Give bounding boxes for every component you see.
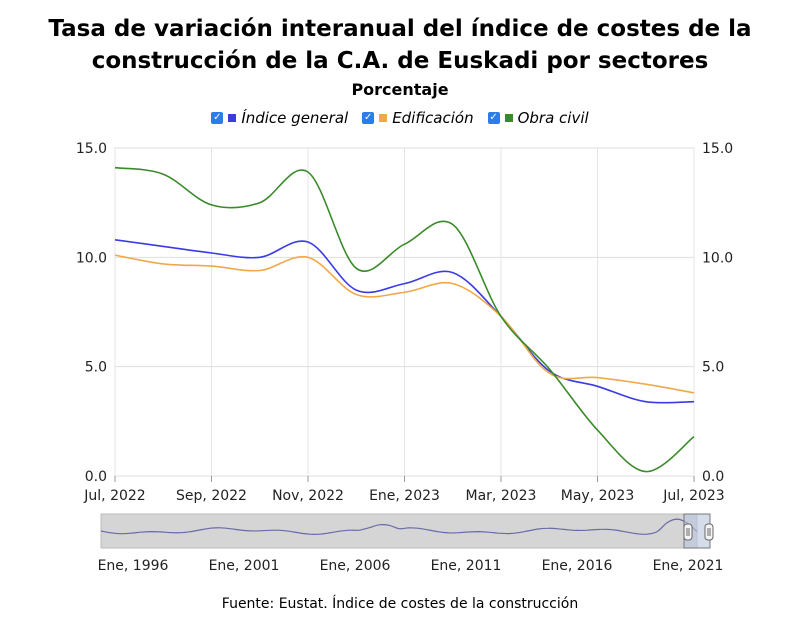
x-tick-label: Mar, 2023 xyxy=(466,488,537,504)
navigator-series-line xyxy=(100,518,698,535)
navigator-track xyxy=(100,513,698,549)
legend-label: Edificación xyxy=(392,109,474,127)
x-tick-label: Jul, 2023 xyxy=(662,488,724,504)
series-line-indice-general xyxy=(114,239,695,404)
navigator-right-handle[interactable] xyxy=(704,523,714,541)
y-tick-label-right: 5.0 xyxy=(702,360,724,376)
series-swatch-icon xyxy=(504,114,513,122)
navigator-tick-label: Ene, 1996 xyxy=(98,558,169,574)
navigator-tick-label: Ene, 2016 xyxy=(542,558,613,574)
legend: ✓ Índice general ✓ Edificación ✓ Obra ci… xyxy=(0,109,800,127)
x-tick-label: Sep, 2022 xyxy=(176,488,247,504)
legend-item-edificacion[interactable]: ✓ Edificación xyxy=(362,109,474,127)
y-tick-label-right: 10.0 xyxy=(702,250,733,266)
chart-title-line-2: construcción de la C.A. de Euskadi por s… xyxy=(91,48,709,74)
legend-item-obra-civil[interactable]: ✓ Obra civil xyxy=(487,109,589,127)
series-line-obra-civil xyxy=(114,166,695,473)
x-tick-label: May, 2023 xyxy=(561,488,634,504)
y-tick-label-left: 0.0 xyxy=(85,469,107,485)
navigator-left-handle[interactable] xyxy=(683,523,693,541)
chart-title-line-1: Tasa de variación interanual del índice … xyxy=(48,16,752,42)
chart-subtitle: Porcentaje xyxy=(351,80,449,99)
x-tick-label: Jul, 2022 xyxy=(83,488,145,504)
navigator-tick-label: Ene, 2001 xyxy=(209,558,280,574)
x-tick-label: Ene, 2023 xyxy=(369,488,440,504)
navigator-tick-label: Ene, 2021 xyxy=(653,558,724,574)
y-tick-label-left: 5.0 xyxy=(85,360,107,376)
checkbox-checked-icon[interactable]: ✓ xyxy=(211,112,224,124)
legend-label: Obra civil xyxy=(517,109,589,127)
series-swatch-icon xyxy=(379,114,388,122)
legend-label: Índice general xyxy=(241,109,349,127)
checkbox-checked-icon[interactable]: ✓ xyxy=(362,112,375,124)
y-tick-label-right: 0.0 xyxy=(702,469,724,485)
y-tick-label-left: 10.0 xyxy=(76,250,107,266)
navigator-tick-label: Ene, 2011 xyxy=(431,558,502,574)
source-note: Fuente: Eustat. Índice de costes de la c… xyxy=(221,596,579,612)
y-tick-label-left: 15.0 xyxy=(76,141,107,157)
legend-item-indice-general[interactable]: ✓ Índice general xyxy=(211,109,348,127)
x-tick-label: Nov, 2022 xyxy=(272,488,344,504)
navigator-tick-label: Ene, 2006 xyxy=(320,558,391,574)
y-tick-label-right: 15.0 xyxy=(702,141,733,157)
series-swatch-icon xyxy=(228,114,237,122)
series-line-edificacion xyxy=(114,254,695,394)
checkbox-checked-icon[interactable]: ✓ xyxy=(487,112,500,124)
